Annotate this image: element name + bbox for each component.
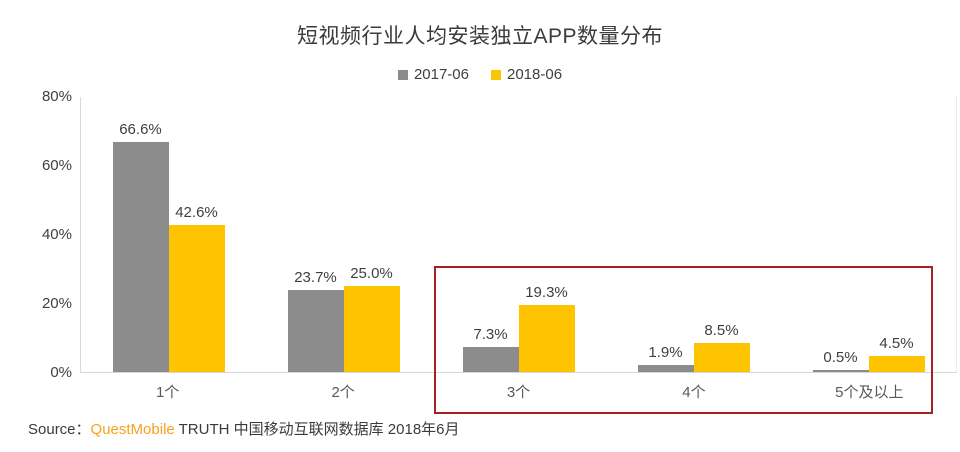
bar-group-3: 7.3% 19.3% — [431, 97, 606, 372]
bar-group-2: 23.7% 25.0% — [256, 97, 431, 372]
bar-value-label: 4.5% — [879, 335, 914, 352]
bar-2018-06-2个 — [343, 286, 400, 372]
x-category-label: 3个 — [506, 384, 531, 401]
bar-value-label: 0.5% — [823, 349, 858, 366]
legend-swatch-yellow-icon — [491, 69, 501, 80]
bar-group-1: 66.6% 42.6% — [81, 97, 256, 372]
bar-column: 42.6% — [168, 204, 225, 372]
chart-legend: 2017-06 2018-06 — [0, 66, 960, 83]
bar-column: 25.0% — [343, 265, 400, 372]
bar-group-4: 1.9% 8.5% — [606, 97, 781, 372]
bar-value-label: 8.5% — [704, 322, 739, 339]
chart-title: 短视频行业人均安装独立APP数量分布 — [296, 25, 664, 48]
x-axis-labels: 1个 2个 3个 4个 5个及以上 — [80, 381, 957, 402]
y-tick-label: 60% — [41, 157, 72, 174]
y-tick-label: 20% — [41, 295, 72, 312]
bar-column: 0.5% — [812, 349, 869, 372]
x-category-label: 4个 — [682, 384, 706, 401]
bar-2017-06-2个 — [287, 290, 344, 372]
bar-value-label: 42.6% — [175, 204, 218, 221]
bar-2018-06-5个及以上 — [868, 356, 925, 372]
bar-value-label: 19.3% — [525, 284, 568, 301]
bar-column: 4.5% — [868, 335, 925, 372]
bar-2017-06-5个及以上 — [812, 370, 869, 372]
y-tick-label: 40% — [41, 226, 72, 243]
bar-value-label: 25.0% — [350, 265, 393, 282]
bar-column: 19.3% — [518, 284, 575, 372]
bar-value-label: 1.9% — [648, 344, 683, 361]
x-category-label: 1个 — [156, 384, 180, 401]
legend-item-2017-06: 2017-06 — [397, 66, 469, 83]
source-line: Source：QuestMobile TRUTH 中国移动互联网数据库 2018… — [28, 418, 460, 439]
source-brand: QuestMobile — [90, 421, 175, 438]
bar-column: 8.5% — [693, 322, 750, 372]
source-prefix: Source： — [28, 421, 91, 438]
y-tick-label: 0% — [50, 364, 72, 381]
x-category-label: 5个及以上 — [835, 384, 904, 401]
bar-2017-06-3个 — [462, 347, 519, 372]
legend-label: 2018-06 — [507, 66, 563, 83]
bar-2017-06-1个 — [112, 142, 169, 372]
bar-2018-06-1个 — [168, 225, 225, 372]
y-tick-label: 80% — [41, 88, 72, 105]
plot-area: 66.6% 42.6% 23.7% 25.0% 7.3% 19.3% 1.9% 8.5% 0.5… — [80, 97, 957, 373]
bar-column: 7.3% — [462, 326, 519, 372]
bar-2018-06-4个 — [693, 343, 750, 372]
bar-column: 1.9% — [637, 344, 694, 372]
legend-swatch-gray-icon — [397, 69, 408, 80]
bar-2017-06-4个 — [637, 365, 694, 372]
bar-value-label: 7.3% — [473, 326, 508, 343]
bar-group-5: 0.5% 4.5% — [781, 97, 956, 372]
source-rest: TRUTH 中国移动互联网数据库 2018年6月 — [174, 421, 460, 438]
bar-value-label: 23.7% — [294, 269, 337, 286]
bar-column: 23.7% — [287, 269, 344, 372]
bar-column: 66.6% — [112, 121, 169, 372]
legend-label: 2017-06 — [413, 66, 469, 83]
x-category-label: 2个 — [331, 384, 355, 401]
bar-2018-06-3个 — [518, 305, 575, 372]
legend-item-2018-06: 2018-06 — [491, 66, 562, 83]
bar-value-label: 66.6% — [119, 121, 162, 138]
